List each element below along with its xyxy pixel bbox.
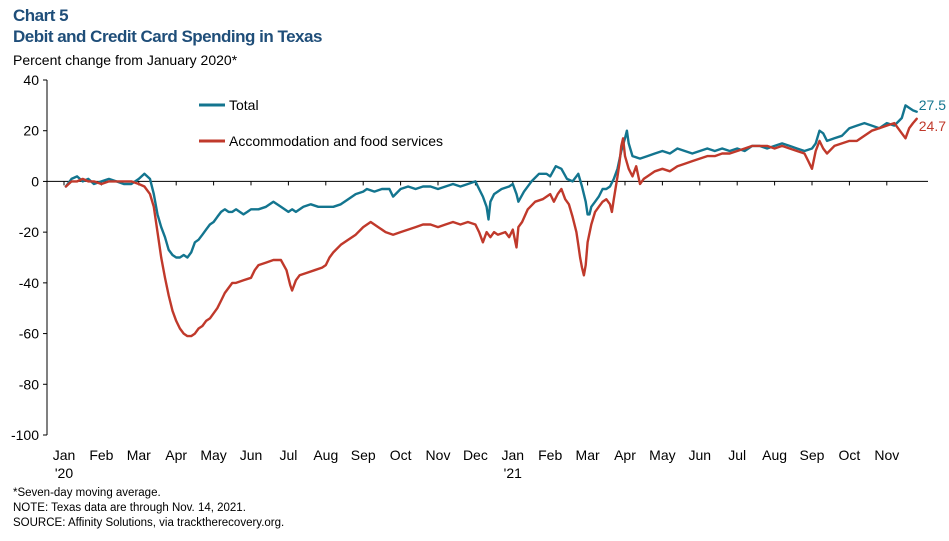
x-tick-label: Mar bbox=[127, 447, 151, 463]
end-value-label-total: 27.5 bbox=[919, 97, 946, 113]
footnote-data-through: NOTE: Texas data are through Nov. 14, 20… bbox=[13, 502, 246, 514]
x-tick-label: Jan bbox=[502, 447, 525, 463]
footnote-source: SOURCE: Affinity Solutions, via trackthe… bbox=[13, 517, 285, 529]
x-tick-label: May bbox=[649, 447, 675, 463]
x-tick-label: Jul bbox=[728, 447, 746, 463]
x-tick-label: Jul bbox=[279, 447, 297, 463]
x-tick-label: Nov bbox=[426, 447, 451, 463]
series-layer bbox=[64, 104, 918, 338]
legend-label-total: Total bbox=[229, 97, 259, 113]
y-axis: -100 -80 -60 -40 -20 0 20 40 bbox=[11, 72, 48, 443]
footnotes: *Seven-day moving average. NOTE: Texas d… bbox=[13, 486, 284, 531]
x-axis: Jan '20 Feb Mar Apr May Jun Jul Aug Sep Oct Nov Dec J… bbox=[47, 180, 928, 481]
x-tick-label: Sep bbox=[800, 447, 825, 463]
x-tick-label: Feb bbox=[89, 447, 113, 463]
x-tick-label: Feb bbox=[538, 447, 562, 463]
x-tick-label: Aug bbox=[313, 447, 338, 463]
end-value-label-accommodation: 24.7 bbox=[919, 118, 946, 134]
x-tick-label: May bbox=[200, 447, 226, 463]
x-tick-label: Jan bbox=[53, 447, 76, 463]
footnote-moving-average: *Seven-day moving average. bbox=[13, 487, 161, 499]
x-tick-label: Jun bbox=[689, 447, 712, 463]
y-tick-label: 40 bbox=[23, 72, 39, 88]
y-tick-label: -80 bbox=[19, 376, 39, 392]
chart-number: Chart 5 bbox=[13, 6, 69, 25]
x-tick-label: Nov bbox=[874, 447, 899, 463]
x-tick-label: Apr bbox=[614, 447, 636, 463]
y-tick-label: 20 bbox=[23, 123, 39, 139]
end-labels: 27.5 24.7 bbox=[919, 97, 946, 134]
y-tick-label: -40 bbox=[19, 275, 39, 291]
y-tick-label: -100 bbox=[11, 427, 39, 443]
y-tick-label: -60 bbox=[19, 326, 39, 342]
y-tick-label: -20 bbox=[19, 224, 39, 240]
x-tick-label: Oct bbox=[839, 447, 861, 463]
legend: Total Accommodation and food services bbox=[199, 97, 443, 149]
x-tick-label: Oct bbox=[390, 447, 412, 463]
x-tick-year-label: '21 bbox=[504, 465, 522, 481]
x-tick-label: Aug bbox=[762, 447, 787, 463]
x-tick-label: Mar bbox=[576, 447, 600, 463]
chart-title: Debit and Credit Card Spending in Texas bbox=[13, 27, 322, 46]
x-tick-label: Jun bbox=[240, 447, 263, 463]
series-line-accommodation bbox=[64, 117, 918, 338]
x-tick-label: Apr bbox=[165, 447, 187, 463]
y-tick-label: 0 bbox=[31, 173, 39, 189]
x-tick-label: Sep bbox=[351, 447, 376, 463]
x-tick-year-label: '20 bbox=[55, 465, 73, 481]
chart-subtitle: Percent change from January 2020* bbox=[13, 52, 238, 68]
x-tick-label: Dec bbox=[463, 447, 488, 463]
legend-label-accommodation: Accommodation and food services bbox=[229, 133, 443, 149]
